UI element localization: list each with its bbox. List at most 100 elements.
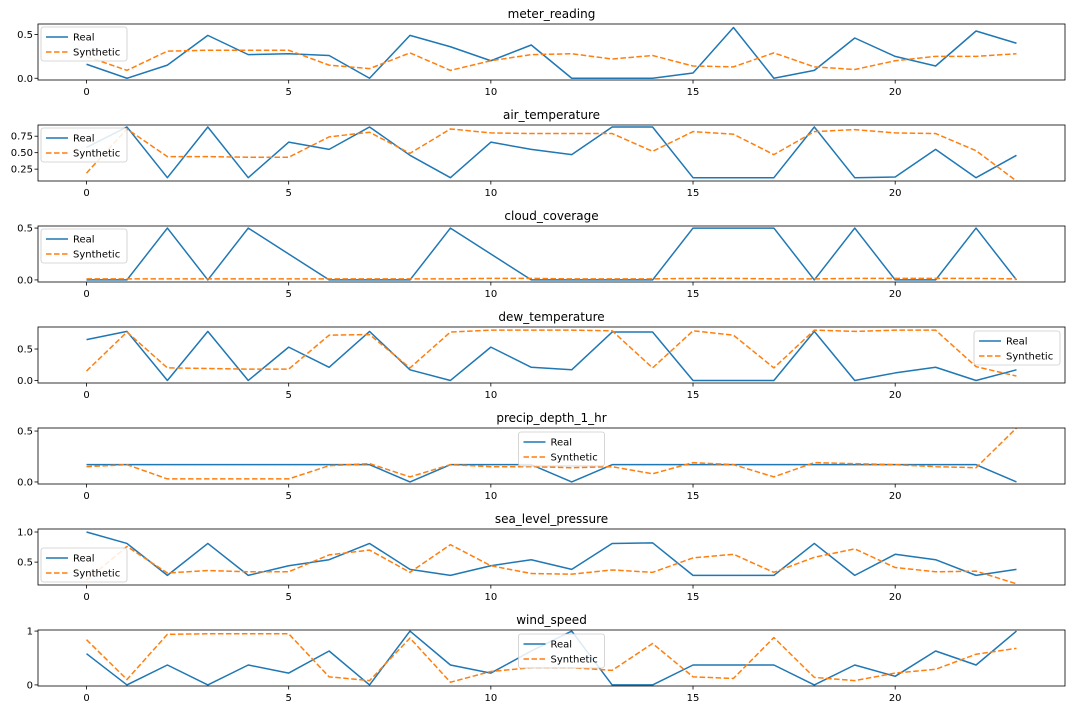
series-line-real	[86, 330, 1017, 382]
series-line-synthetic	[85, 329, 1017, 377]
x-tick-label: 5	[285, 289, 291, 300]
subplot-title: sea_level_pressure	[495, 512, 608, 526]
series-line-synthetic	[86, 543, 1017, 585]
x-tick-label: 5	[285, 87, 291, 98]
subplot-title: cloud_coverage	[504, 209, 598, 223]
y-tick-label: 0	[27, 680, 33, 691]
subplot-title: wind_speed	[516, 613, 587, 627]
legend-label-real: Real	[73, 554, 95, 565]
plot-frame	[37, 528, 1066, 586]
series-line-real	[86, 463, 1017, 483]
y-tick-label: 0.5	[17, 345, 33, 356]
x-tick-label: 10	[484, 693, 497, 704]
y-tick-label: 0.5	[17, 224, 33, 235]
x-tick-label: 0	[83, 693, 89, 704]
x-tick-label: 5	[285, 491, 291, 502]
legend: Real Synthetic	[40, 127, 128, 163]
x-tick-label: 0	[83, 188, 89, 199]
x-tick-label: 15	[687, 390, 700, 401]
x-tick-label: 20	[889, 693, 902, 704]
x-tick-label: 20	[889, 390, 902, 401]
subplot-title: air_temperature	[503, 108, 600, 122]
legend: Real Synthetic	[40, 228, 128, 264]
x-tick-label: 0	[83, 87, 89, 98]
legend-label-synthetic: Synthetic	[73, 149, 120, 160]
series-line-real	[86, 26, 1017, 79]
subplot-meter-reading: meter_reading 0 5 10 15 20 0.0 0.5 Real Synthetic	[17, 7, 1066, 98]
subplot-precip-depth-1-hr: precip_depth_1_hr 0 5 10 15 20 0.0 0.5 Real Synth…	[17, 411, 1066, 502]
legend-label-synthetic: Synthetic	[551, 655, 598, 666]
plot-frame	[37, 225, 1066, 283]
subplot-title: dew_temperature	[498, 310, 604, 324]
y-tick-label: 0.75	[11, 132, 33, 143]
plot-frame	[37, 629, 1066, 687]
x-tick-label: 20	[889, 188, 902, 199]
x-tick-label: 10	[484, 390, 497, 401]
legend-label-synthetic: Synthetic	[1006, 352, 1053, 363]
series-line-real	[86, 126, 1017, 179]
y-tick-label: 1	[27, 627, 33, 638]
series-line-real	[86, 531, 1017, 577]
legend: Real Synthetic	[518, 633, 605, 669]
legend-label-synthetic: Synthetic	[73, 48, 120, 59]
legend: Real Synthetic	[40, 26, 128, 62]
legend-label-synthetic: Synthetic	[73, 250, 120, 261]
legend: Real Synthetic	[973, 330, 1061, 366]
subplot-dew-temperature: dew_temperature 0 5 10 15 20 0.0 0.5 Real Synthet…	[17, 310, 1066, 401]
x-tick-label: 0	[83, 289, 89, 300]
legend-label-real: Real	[73, 33, 95, 44]
x-tick-label: 15	[687, 491, 700, 502]
subplot-cloud-coverage: cloud_coverage 0 5 10 15 20 0.0 0.5 Real Syntheti…	[17, 209, 1066, 300]
series-line-synthetic	[86, 49, 1017, 72]
x-tick-label: 15	[687, 693, 700, 704]
subplot-title: meter_reading	[508, 7, 596, 21]
y-tick-label: 0.0	[17, 74, 33, 85]
series-line-synthetic	[85, 633, 1017, 683]
x-tick-label: 10	[484, 491, 497, 502]
y-tick-label: 0.0	[17, 477, 33, 488]
legend: Real Synthetic	[40, 547, 128, 583]
x-tick-label: 15	[687, 289, 700, 300]
series-line-synthetic	[86, 428, 1018, 480]
x-tick-label: 15	[687, 592, 700, 603]
series-line-real	[86, 227, 1018, 281]
y-tick-label: 0.5	[17, 427, 33, 438]
x-tick-label: 10	[484, 592, 497, 603]
x-tick-label: 10	[484, 188, 497, 199]
subplot-sea-level-pressure: sea_level_pressure 0 5 10 15 20 0.5 1.0 Real Synt…	[17, 512, 1066, 603]
legend-label-synthetic: Synthetic	[551, 453, 598, 464]
x-tick-label: 20	[889, 592, 902, 603]
x-tick-label: 20	[889, 87, 902, 98]
x-tick-label: 5	[285, 188, 291, 199]
legend-label-real: Real	[551, 640, 573, 651]
y-tick-label: 0.0	[17, 275, 33, 286]
legend: Real Synthetic	[518, 431, 605, 467]
legend-label-real: Real	[73, 134, 95, 145]
x-tick-label: 15	[687, 188, 700, 199]
legend-label-synthetic: Synthetic	[73, 569, 120, 580]
y-tick-label: 0.50	[11, 148, 33, 159]
x-tick-label: 15	[687, 87, 700, 98]
x-tick-label: 20	[889, 491, 902, 502]
plot-frame	[37, 326, 1066, 384]
x-tick-label: 10	[484, 87, 497, 98]
legend-label-real: Real	[73, 235, 95, 246]
series-line-synthetic	[85, 128, 1017, 181]
y-tick-label: 0.5	[17, 558, 33, 569]
y-tick-label: 0.0	[17, 376, 33, 387]
x-tick-label: 0	[83, 491, 89, 502]
series-line-synthetic	[86, 277, 1017, 280]
y-tick-label: 0.5	[17, 30, 33, 41]
legend-label-real: Real	[551, 438, 573, 449]
x-tick-label: 20	[889, 289, 902, 300]
x-tick-label: 0	[83, 592, 89, 603]
y-tick-label: 1.0	[17, 528, 33, 539]
plot-frame	[37, 23, 1066, 81]
plot-frame	[37, 427, 1066, 485]
legend-label-real: Real	[1006, 337, 1028, 348]
y-tick-label: 0.25	[11, 165, 33, 176]
x-tick-label: 5	[285, 693, 291, 704]
subplot-air-temperature: air_temperature 0 5 10 15 20 0.25 0.50 0.75 Real S…	[11, 108, 1066, 199]
x-tick-label: 0	[83, 390, 89, 401]
subplot-wind-speed: wind_speed 0 5 10 15 20 0 1 Real Synthetic	[27, 613, 1066, 704]
